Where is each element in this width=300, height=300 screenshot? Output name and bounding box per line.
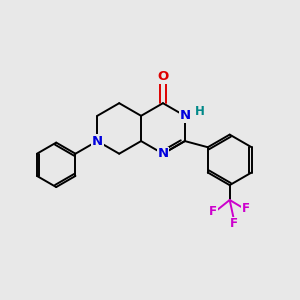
Text: N: N bbox=[92, 135, 103, 148]
Text: H: H bbox=[195, 105, 205, 118]
Text: F: F bbox=[242, 202, 250, 215]
Text: N: N bbox=[180, 109, 191, 122]
Text: N: N bbox=[158, 147, 169, 160]
Text: O: O bbox=[157, 70, 169, 83]
Text: F: F bbox=[230, 217, 238, 230]
Text: F: F bbox=[209, 206, 217, 218]
